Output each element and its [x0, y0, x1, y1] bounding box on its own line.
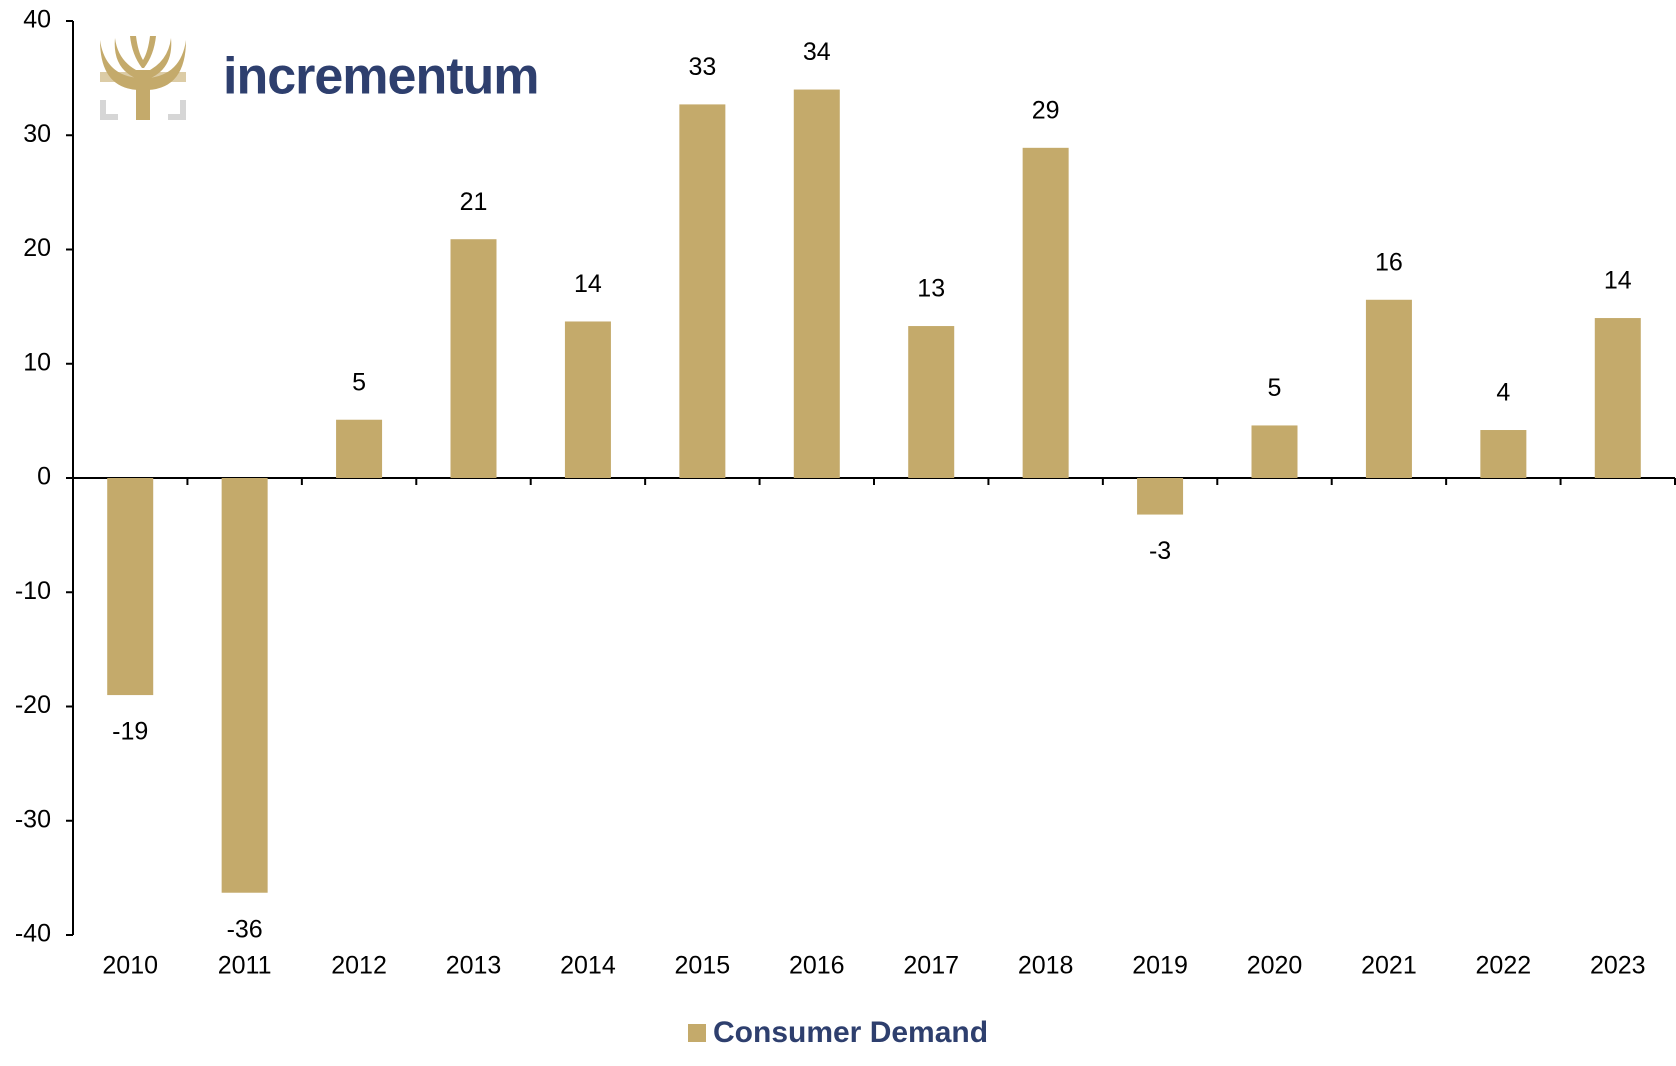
y-tick-label: 20	[23, 234, 51, 262]
bar	[221, 478, 268, 893]
bar	[679, 104, 726, 478]
x-tick-label: 2018	[1018, 952, 1074, 980]
y-tick-label: -10	[15, 577, 51, 605]
value-label: 21	[460, 188, 488, 216]
value-label: 34	[803, 38, 831, 66]
y-tick-label: -30	[15, 805, 51, 833]
value-label: 4	[1496, 379, 1510, 407]
value-label: 13	[917, 275, 945, 303]
x-tick-label: 2023	[1590, 952, 1646, 980]
x-tick-label: 2020	[1247, 952, 1303, 980]
bar	[336, 419, 383, 478]
value-label: -3	[1149, 537, 1171, 565]
y-tick-label: 30	[23, 120, 51, 148]
value-label: 5	[1268, 374, 1282, 402]
y-tick-label: 0	[37, 463, 51, 491]
x-tick-label: 2011	[218, 952, 272, 980]
logo-text: incrementum	[223, 48, 539, 106]
value-label: -36	[227, 915, 263, 943]
x-tick-label: 2012	[331, 952, 387, 980]
bar	[1251, 425, 1298, 478]
x-tick-label: 2014	[560, 952, 616, 980]
x-tick-label: 2019	[1132, 952, 1188, 980]
x-tick-label: 2015	[675, 952, 731, 980]
value-label: -19	[112, 718, 148, 746]
x-tick-label: 2021	[1361, 952, 1417, 980]
y-tick-label: -40	[15, 920, 51, 948]
value-label: 14	[574, 270, 602, 298]
x-tick-label: 2010	[102, 952, 158, 980]
bar	[908, 326, 955, 478]
x-tick-label: 2017	[903, 952, 959, 980]
x-tick-label: 2022	[1476, 952, 1532, 980]
bar	[793, 89, 840, 479]
legend-label: Consumer Demand	[713, 1016, 988, 1049]
bar	[1365, 299, 1412, 478]
x-tick-label: 2013	[446, 952, 502, 980]
value-label: 14	[1604, 267, 1632, 295]
logo: incrementum	[100, 36, 540, 120]
value-label: 29	[1032, 96, 1060, 124]
bar	[1137, 478, 1184, 515]
x-tick-label: 2016	[789, 952, 845, 980]
y-tick-label: 10	[23, 348, 51, 376]
bar	[1022, 147, 1069, 478]
bar	[564, 321, 611, 478]
value-label: 16	[1375, 248, 1403, 276]
value-label: 33	[688, 53, 716, 81]
legend-swatch	[688, 1024, 706, 1042]
bar	[107, 478, 154, 696]
y-tick-label: 40	[23, 6, 51, 34]
bar	[1594, 318, 1641, 478]
bar	[450, 239, 497, 478]
y-tick-label: -20	[15, 691, 51, 719]
bar	[1480, 430, 1527, 478]
value-label: 5	[352, 368, 366, 396]
